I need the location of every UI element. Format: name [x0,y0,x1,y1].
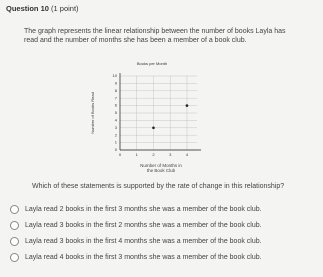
x-tick-label: 3 [169,152,172,157]
point [152,126,155,130]
y-tick-label: 5 [115,110,118,115]
y-tick-label: 9 [115,80,118,85]
radio-button[interactable] [10,237,19,246]
y-tick-label: 10 [113,73,118,78]
question-prompt: Which of these statements is supported b… [32,183,285,190]
option-text[interactable]: Layla read 3 books in the first 4 months… [25,238,262,245]
option-text[interactable]: Layla read 2 books in the first 3 months… [25,206,262,213]
x-tick-label: 0 [119,152,122,157]
y-tick-label: 6 [115,103,118,108]
y-axis-label: Number of Books Read [90,92,95,134]
option-text[interactable]: Layla read 4 books in the first 3 months… [25,254,262,261]
chart: Books per Month Number of Books Read 0 1 2… [90,61,201,157]
radio-button[interactable] [10,221,19,230]
y-tick-label: 8 [115,88,118,93]
radio-button[interactable] [10,205,19,214]
x-axis-label: Number of Months in the Book Club [140,163,182,173]
y-tick-label: 0 [115,147,118,152]
question-title: Question 10 [6,4,49,13]
option[interactable]: Layla read 4 books in the first 3 months… [10,253,262,262]
y-tick-label: 1 [115,140,118,145]
chart-title: Books per Month [137,61,167,66]
option[interactable]: Layla read 3 books in the first 4 months… [10,237,262,246]
question-header: Question 10 (1 point) [6,4,79,13]
option[interactable]: Layla read 2 books in the first 3 months… [10,205,262,214]
x-tick-label: 4 [186,152,189,157]
option-text[interactable]: Layla read 3 books in the first 2 months… [25,222,262,229]
y-tick-label: 7 [115,95,118,100]
x-tick-label: 2 [152,152,155,157]
y-tick-label: 4 [115,117,118,122]
question-points: (1 point) [51,4,79,13]
point [185,104,189,107]
question-text: The graph represents the linear relation… [24,28,286,44]
x-tick-label: 1 [136,152,139,157]
y-tick-label: 2 [115,132,118,137]
option[interactable]: Layla read 3 books in the first 2 months… [10,221,262,230]
radio-button[interactable] [10,253,19,262]
y-tick-label: 3 [115,125,118,130]
